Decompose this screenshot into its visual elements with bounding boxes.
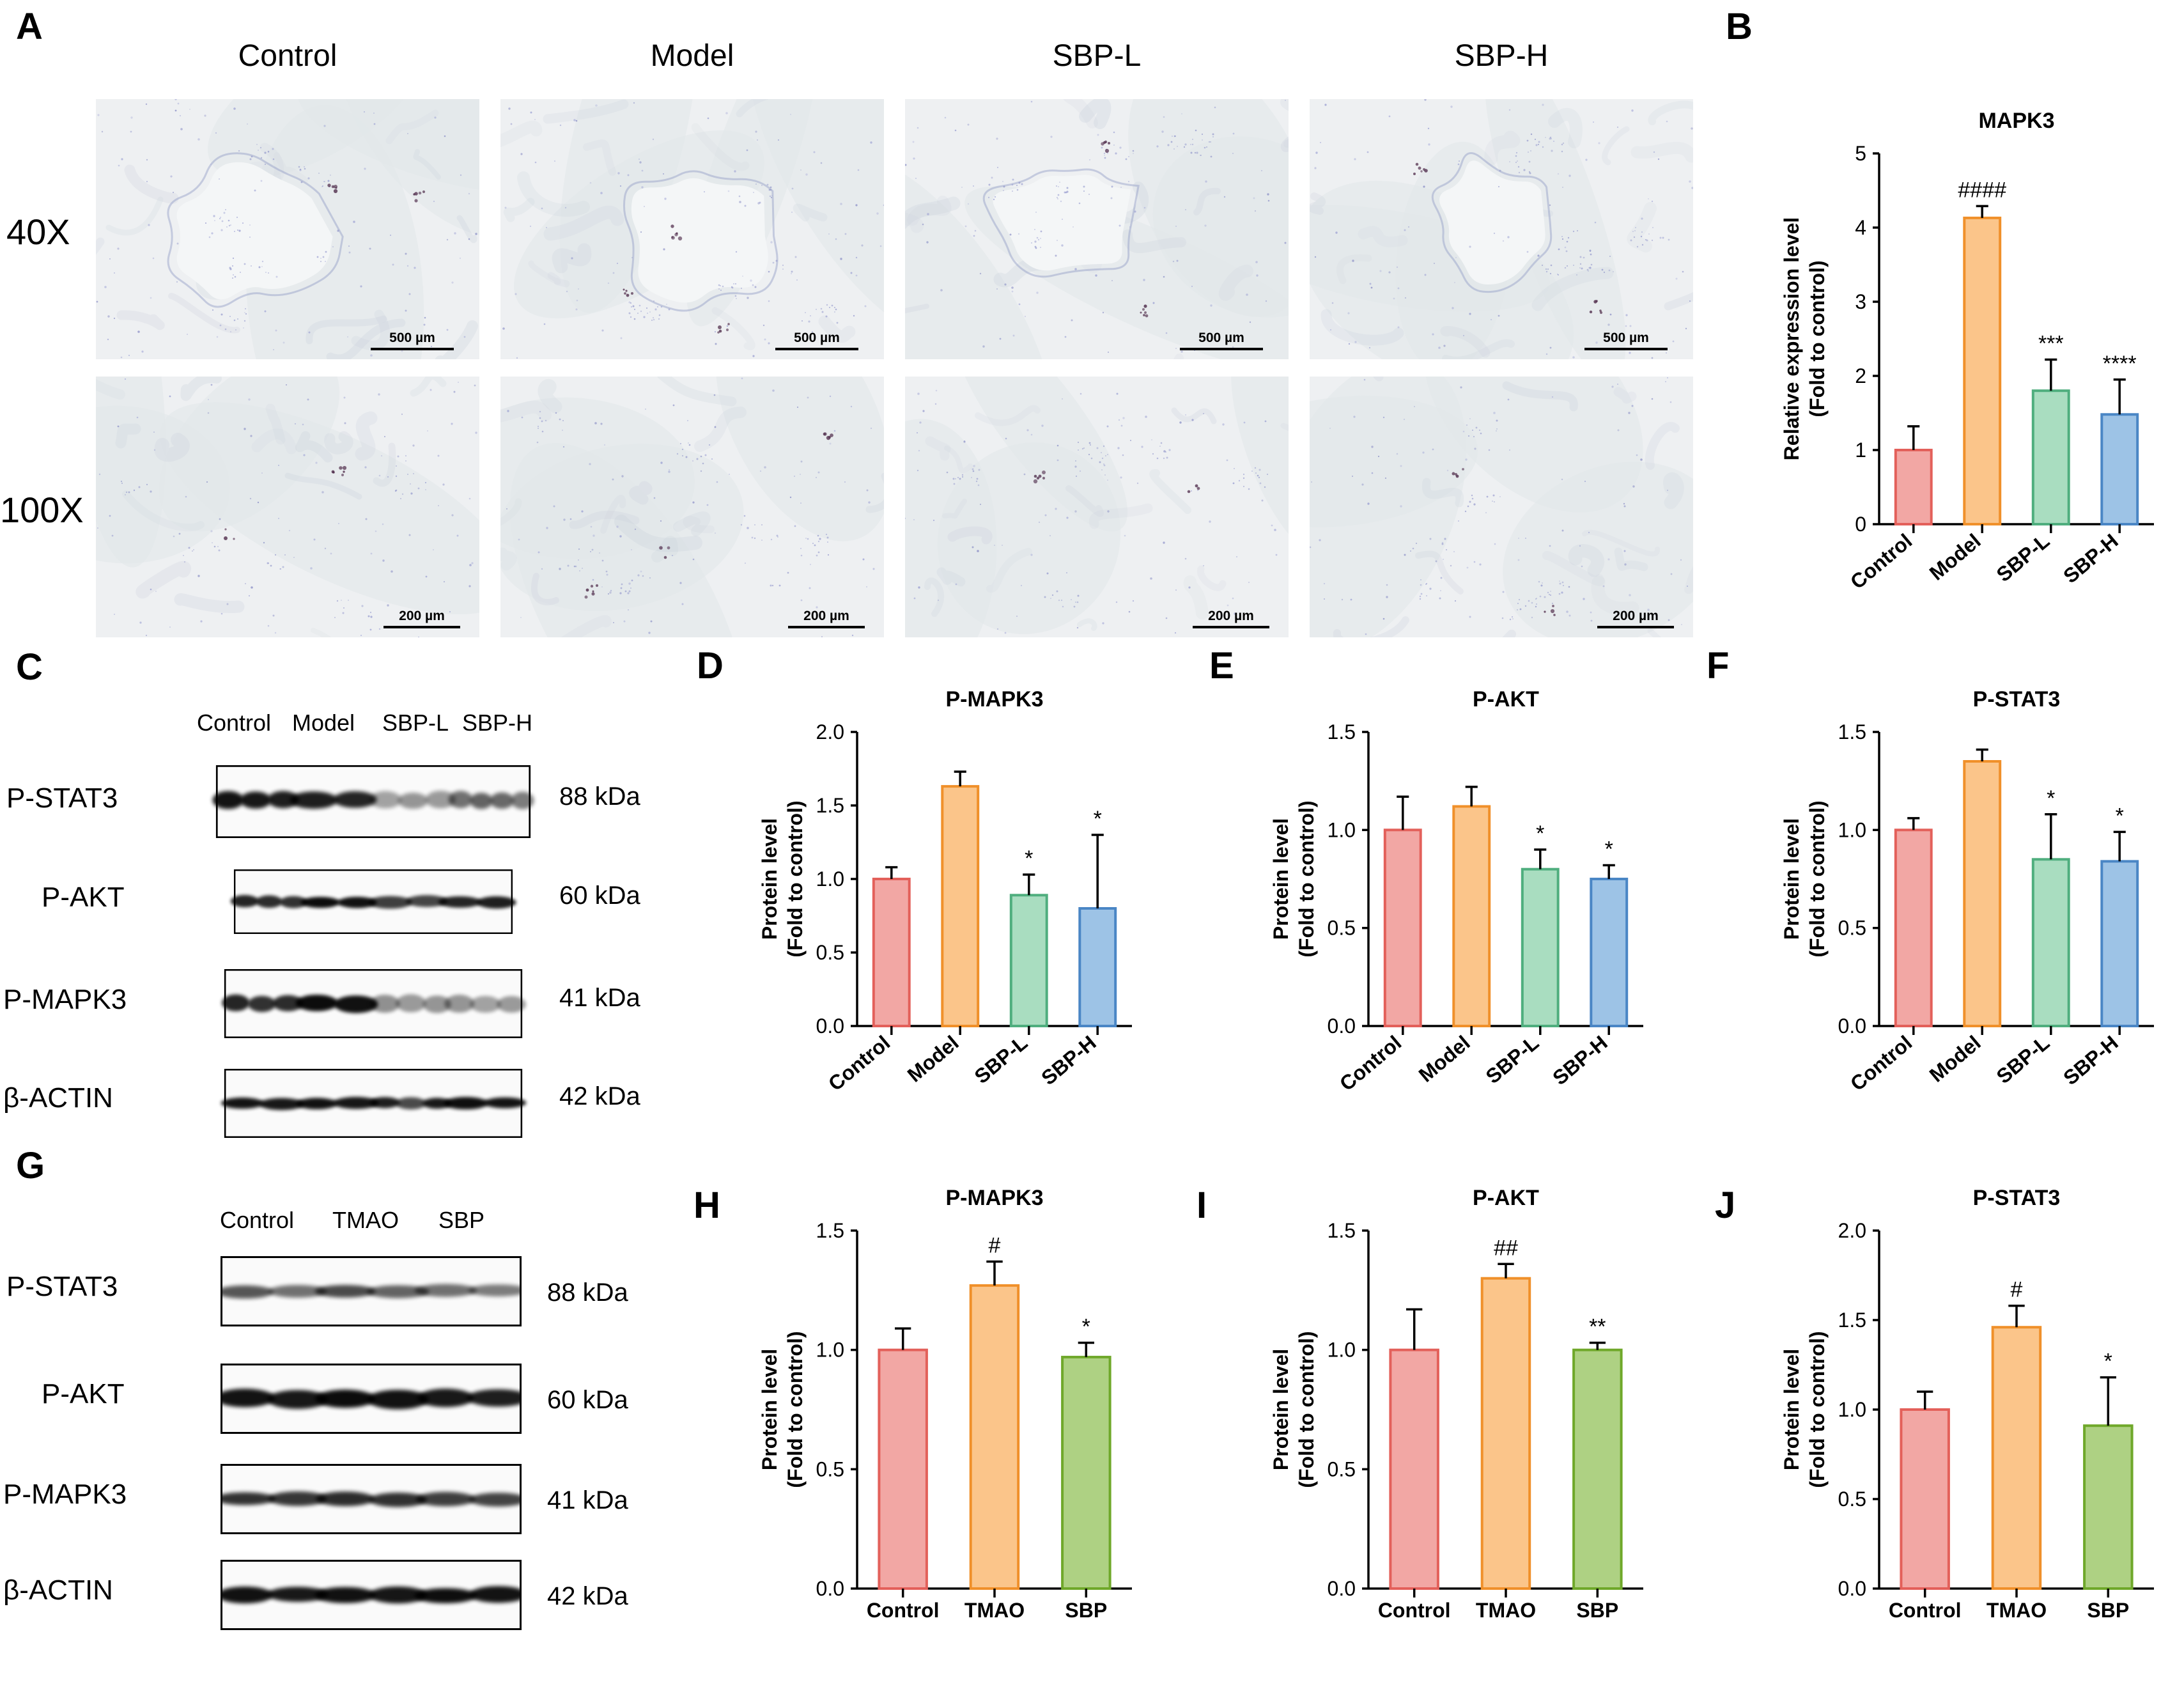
svg-text:0.0: 0.0 [816, 1015, 844, 1038]
svg-text:SBP-L: SBP-L [1992, 1031, 2054, 1088]
svg-text:Relative expression level: Relative expression level [1783, 217, 1803, 461]
svg-text:TMAO: TMAO [1987, 1599, 2047, 1622]
svg-text:Protein level: Protein level [1273, 1349, 1292, 1470]
svg-text:MAPK3: MAPK3 [1978, 109, 2054, 133]
svg-text:*: * [1094, 807, 1102, 831]
svg-text:TMAO: TMAO [964, 1599, 1025, 1622]
svg-text:Control: Control [1378, 1599, 1451, 1622]
svg-text:1.0: 1.0 [816, 1339, 844, 1362]
svg-text:Protein level: Protein level [1783, 1349, 1803, 1470]
svg-text:(Fold to control): (Fold to control) [1806, 260, 1829, 417]
svg-text:1.5: 1.5 [1838, 1309, 1866, 1332]
svg-text:**: ** [1589, 1315, 1606, 1339]
svg-text:0.5: 0.5 [1328, 917, 1356, 940]
svg-text:P-AKT: P-AKT [1473, 687, 1539, 711]
svg-text:1.0: 1.0 [1838, 1398, 1866, 1421]
svg-text:SBP-L: SBP-L [970, 1031, 1032, 1088]
svg-text:1: 1 [1855, 439, 1866, 462]
svg-text:2.0: 2.0 [816, 720, 844, 743]
svg-text:****: **** [2103, 352, 2137, 376]
svg-text:0.5: 0.5 [1328, 1458, 1356, 1481]
svg-text:#: # [2011, 1278, 2023, 1302]
svg-text:1.5: 1.5 [816, 794, 844, 817]
svg-text:0.0: 0.0 [1838, 1015, 1866, 1038]
svg-text:SBP-H: SBP-H [2059, 1031, 2122, 1090]
svg-text:SBP: SBP [1065, 1599, 1107, 1622]
svg-text:Protein level: Protein level [1273, 818, 1292, 940]
svg-text:Protein level: Protein level [1783, 818, 1803, 940]
svg-text:*: * [2116, 804, 2124, 828]
svg-text:0.0: 0.0 [1838, 1577, 1866, 1600]
svg-text:##: ## [1494, 1236, 1518, 1260]
svg-text:1.5: 1.5 [1838, 720, 1866, 743]
svg-text:SBP-H: SBP-H [2059, 529, 2122, 588]
svg-text:2: 2 [1855, 364, 1866, 387]
svg-text:#: # [989, 1234, 1001, 1258]
svg-text:P-MAPK3: P-MAPK3 [945, 1186, 1043, 1210]
svg-text:(Fold to control): (Fold to control) [784, 1331, 807, 1488]
svg-text:Control: Control [1846, 529, 1916, 594]
svg-text:0.5: 0.5 [816, 1458, 844, 1481]
svg-text:(Fold to control): (Fold to control) [1295, 1331, 1318, 1488]
svg-text:0.0: 0.0 [816, 1577, 844, 1600]
svg-text:Model: Model [903, 1031, 963, 1087]
svg-text:Model: Model [1414, 1031, 1475, 1087]
svg-text:0.0: 0.0 [1328, 1577, 1356, 1600]
svg-text:SBP: SBP [2087, 1599, 2129, 1622]
svg-text:(Fold to control): (Fold to control) [1295, 800, 1318, 957]
svg-text:Control: Control [1846, 1031, 1916, 1096]
svg-text:1.0: 1.0 [1328, 1339, 1356, 1362]
svg-text:Protein level: Protein level [761, 1349, 781, 1470]
svg-text:####: #### [1958, 178, 2006, 202]
svg-text:0.5: 0.5 [816, 941, 844, 964]
svg-text:*: * [2104, 1349, 2112, 1374]
svg-text:0.0: 0.0 [1328, 1015, 1356, 1038]
svg-text:0.5: 0.5 [1838, 917, 1866, 940]
svg-text:***: *** [2038, 332, 2064, 356]
svg-text:Model: Model [1925, 529, 1985, 585]
svg-text:0: 0 [1855, 513, 1866, 536]
svg-text:*: * [1025, 846, 1033, 871]
svg-text:(Fold to control): (Fold to control) [1806, 800, 1829, 957]
svg-text:1.5: 1.5 [816, 1219, 844, 1242]
svg-text:Control: Control [1889, 1599, 1962, 1622]
svg-text:4: 4 [1855, 216, 1866, 239]
svg-text:SBP-H: SBP-H [1548, 1031, 1611, 1090]
svg-text:*: * [1082, 1315, 1090, 1339]
svg-text:SBP-L: SBP-L [1992, 529, 2054, 586]
svg-text:0.5: 0.5 [1838, 1488, 1866, 1511]
svg-text:2.0: 2.0 [1838, 1219, 1866, 1242]
svg-text:(Fold to control): (Fold to control) [1806, 1331, 1829, 1488]
svg-text:Protein level: Protein level [761, 818, 781, 940]
svg-text:*: * [1605, 837, 1613, 862]
svg-text:1.5: 1.5 [1328, 1219, 1356, 1242]
svg-text:TMAO: TMAO [1476, 1599, 1536, 1622]
svg-text:Control: Control [824, 1031, 894, 1096]
svg-text:5: 5 [1855, 142, 1866, 165]
svg-text:SBP-H: SBP-H [1037, 1031, 1100, 1090]
svg-text:SBP-L: SBP-L [1482, 1031, 1544, 1088]
svg-text:Model: Model [1925, 1031, 1985, 1087]
svg-text:(Fold to control): (Fold to control) [784, 800, 807, 957]
svg-text:P-AKT: P-AKT [1473, 1186, 1539, 1210]
svg-text:SBP: SBP [1576, 1599, 1618, 1622]
svg-text:P-MAPK3: P-MAPK3 [945, 687, 1043, 711]
svg-text:P-STAT3: P-STAT3 [1973, 1186, 2061, 1210]
svg-text:1.0: 1.0 [816, 867, 844, 890]
svg-text:*: * [2047, 786, 2055, 811]
svg-text:Control: Control [1335, 1031, 1406, 1096]
svg-text:*: * [1536, 821, 1544, 846]
svg-text:1.0: 1.0 [1328, 818, 1356, 841]
svg-text:Control: Control [867, 1599, 940, 1622]
svg-text:P-STAT3: P-STAT3 [1973, 687, 2061, 711]
svg-text:3: 3 [1855, 290, 1866, 313]
svg-text:1.5: 1.5 [1328, 720, 1356, 743]
svg-text:1.0: 1.0 [1838, 818, 1866, 841]
